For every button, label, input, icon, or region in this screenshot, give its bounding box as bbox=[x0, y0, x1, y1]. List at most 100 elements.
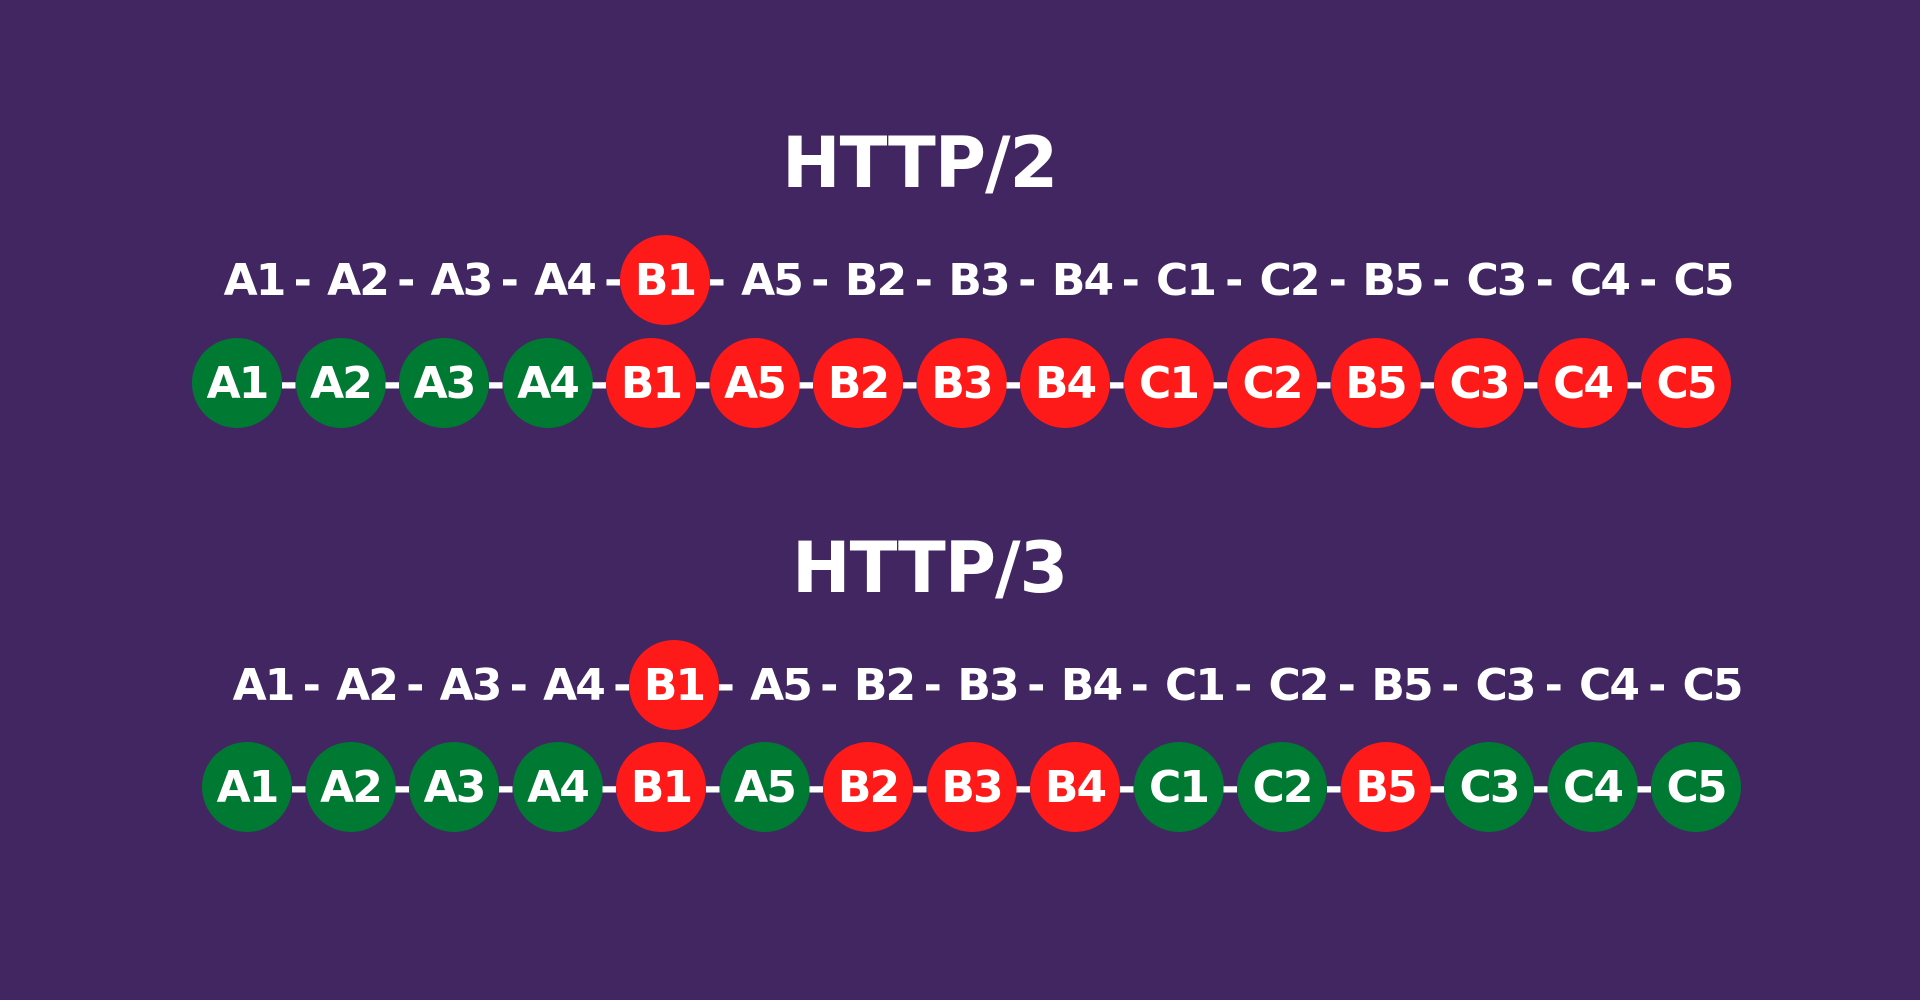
packet-separator: - bbox=[1432, 254, 1451, 306]
packet-separator: - bbox=[1531, 761, 1550, 813]
packet-separator: - bbox=[923, 659, 942, 711]
packet-circle-blocked: B4 bbox=[1030, 742, 1120, 832]
packet-circle-blocked: B1 bbox=[616, 742, 706, 832]
packet-circle-received: C5 bbox=[1651, 742, 1741, 832]
packet-lost-marker: B1 bbox=[629, 640, 719, 730]
packet-separator: - bbox=[910, 761, 929, 813]
packet-separator: - bbox=[1544, 659, 1563, 711]
packet-separator: - bbox=[1639, 254, 1658, 306]
packet-separator: - bbox=[1121, 254, 1140, 306]
packet-circle-received: A3 bbox=[399, 338, 489, 428]
packet-label: B3 bbox=[957, 659, 1019, 711]
packet-separator: - bbox=[1004, 357, 1023, 409]
packet-label: B4 bbox=[1060, 659, 1123, 711]
packet-separator: - bbox=[1337, 659, 1356, 711]
packet-separator: - bbox=[1130, 659, 1149, 711]
packet-circle-received: C3 bbox=[1444, 742, 1534, 832]
packet-separator: - bbox=[279, 357, 298, 409]
packet-label: A3 bbox=[439, 659, 503, 711]
packet-label: B2 bbox=[844, 254, 907, 306]
packet-separator: - bbox=[397, 254, 416, 306]
packet-circle-blocked: B4 bbox=[1020, 338, 1110, 428]
packet-label: A3 bbox=[430, 254, 494, 306]
packet-label: B3 bbox=[948, 254, 1010, 306]
packet-separator: - bbox=[820, 659, 839, 711]
packet-label: A4 bbox=[543, 659, 606, 711]
packet-separator: - bbox=[1225, 254, 1244, 306]
packet-separator: - bbox=[1625, 357, 1644, 409]
packet-circle-blocked: C1 bbox=[1123, 338, 1214, 428]
packet-label: C1 bbox=[1165, 659, 1226, 711]
packet-separator: - bbox=[590, 357, 609, 409]
packet-lost-marker: B1 bbox=[620, 235, 710, 325]
packet-separator: - bbox=[1648, 659, 1667, 711]
packet-circle-received: A1 bbox=[202, 742, 292, 832]
packet-separator: - bbox=[1418, 357, 1437, 409]
packet-separator: - bbox=[1014, 761, 1033, 813]
packet-separator: - bbox=[1027, 659, 1046, 711]
packet-separator: - bbox=[703, 761, 722, 813]
packet-circle-blocked: B1 bbox=[606, 338, 696, 428]
packet-label: C2 bbox=[1268, 659, 1330, 711]
packet-separator: - bbox=[383, 357, 402, 409]
packet-circle-received: C1 bbox=[1133, 742, 1224, 832]
packet-label: A5 bbox=[741, 254, 804, 306]
packet-label: C4 bbox=[1579, 659, 1640, 711]
packet-circle-blocked: C2 bbox=[1227, 338, 1317, 428]
packet-circle-blocked: B3 bbox=[916, 338, 1007, 428]
packet-separator: - bbox=[1117, 761, 1136, 813]
packet-separator: - bbox=[406, 659, 425, 711]
packet-separator: - bbox=[914, 254, 933, 306]
packet-separator: - bbox=[1234, 659, 1253, 711]
packet-label: B4 bbox=[1051, 254, 1114, 306]
packet-separator: - bbox=[500, 254, 519, 306]
packet-label: C3 bbox=[1466, 254, 1528, 306]
packet-circle-received: A1 bbox=[192, 338, 282, 428]
packet-circle-blocked: C5 bbox=[1641, 338, 1731, 428]
packet-label: C2 bbox=[1259, 254, 1321, 306]
packet-separator: - bbox=[613, 659, 632, 711]
packet-circle-received: A2 bbox=[295, 338, 386, 428]
packet-separator: - bbox=[807, 761, 826, 813]
packet-separator: - bbox=[693, 357, 712, 409]
packet-separator: - bbox=[707, 254, 726, 306]
packet-separator: - bbox=[393, 761, 412, 813]
packet-separator: - bbox=[1635, 761, 1654, 813]
packet-circle-received: A5 bbox=[719, 742, 810, 832]
packet-circle-received: A2 bbox=[305, 742, 396, 832]
packet-label: A2 bbox=[327, 254, 390, 306]
packet-label: B5 bbox=[1371, 659, 1433, 711]
packet-separator: - bbox=[1211, 357, 1230, 409]
packet-separator: - bbox=[293, 254, 312, 306]
packet-label: A1 bbox=[223, 254, 287, 306]
packet-label: B2 bbox=[853, 659, 916, 711]
packet-label: C3 bbox=[1475, 659, 1537, 711]
packet-circle-received: A4 bbox=[512, 742, 603, 832]
packet-separator: - bbox=[797, 357, 816, 409]
packet-separator: - bbox=[1314, 357, 1333, 409]
packet-separator: - bbox=[811, 254, 830, 306]
packet-separator: - bbox=[1328, 254, 1347, 306]
packet-separator: - bbox=[496, 761, 515, 813]
packet-separator: - bbox=[1221, 761, 1240, 813]
packet-label: A2 bbox=[336, 659, 399, 711]
packet-circle-blocked: C3 bbox=[1434, 338, 1524, 428]
packet-label: C4 bbox=[1570, 254, 1631, 306]
packet-circle-blocked: B5 bbox=[1340, 742, 1431, 832]
packet-separator: - bbox=[1324, 761, 1343, 813]
packet-separator: - bbox=[1018, 254, 1037, 306]
packet-separator: - bbox=[1521, 357, 1540, 409]
packet-separator: - bbox=[604, 254, 623, 306]
packet-label: C1 bbox=[1156, 254, 1217, 306]
packet-label: A4 bbox=[534, 254, 597, 306]
packet-separator: - bbox=[1441, 659, 1460, 711]
packet-separator: - bbox=[900, 357, 919, 409]
packet-label: A1 bbox=[232, 659, 296, 711]
packet-circle-blocked: B2 bbox=[813, 338, 903, 428]
packet-circle-blocked: A5 bbox=[709, 338, 800, 428]
packet-separator: - bbox=[1428, 761, 1447, 813]
packet-circle-blocked: C4 bbox=[1537, 338, 1628, 428]
packet-circle-blocked: B3 bbox=[926, 742, 1017, 832]
packet-circle-received: A3 bbox=[409, 742, 499, 832]
packet-separator: - bbox=[1535, 254, 1554, 306]
